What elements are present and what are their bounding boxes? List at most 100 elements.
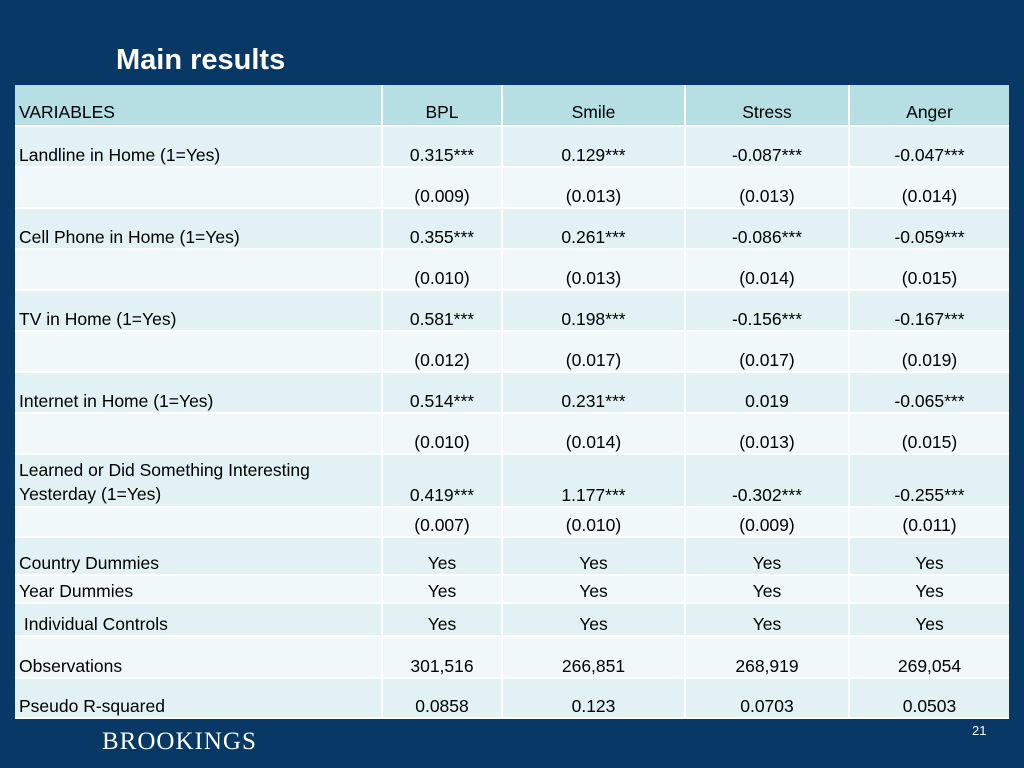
cell-stress: Yes xyxy=(686,576,850,604)
cell-bpl: (0.010) xyxy=(383,414,503,455)
header-row: VARIABLES BPL Smile Stress Anger xyxy=(15,85,1009,127)
cell-bpl: 0.514*** xyxy=(383,373,503,414)
cell-smile: Yes xyxy=(503,538,686,576)
header-bpl: BPL xyxy=(383,85,503,127)
cell-smile: 0.198*** xyxy=(503,291,686,332)
cell-smile: (0.017) xyxy=(503,332,686,373)
header-anger: Anger xyxy=(850,85,1009,127)
row-label: TV in Home (1=Yes) xyxy=(15,291,383,332)
cell-smile: Yes xyxy=(503,576,686,604)
cell-stress: -0.087*** xyxy=(686,127,850,168)
cell-smile: (0.013) xyxy=(503,250,686,291)
row-label xyxy=(15,332,383,373)
table-row: Landline in Home (1=Yes) 0.315*** 0.129*… xyxy=(15,127,1009,168)
row-label xyxy=(15,250,383,291)
cell-bpl: (0.009) xyxy=(383,168,503,209)
cell-anger: Yes xyxy=(850,538,1009,576)
cell-anger: -0.167*** xyxy=(850,291,1009,332)
cell-smile: 1.177*** xyxy=(503,455,686,508)
cell-stress: -0.302*** xyxy=(686,455,850,508)
row-label xyxy=(15,168,383,209)
table-row: (0.012) (0.017) (0.017) (0.019) xyxy=(15,332,1009,373)
cell-anger: (0.011) xyxy=(850,508,1009,538)
cell-stress: 0.019 xyxy=(686,373,850,414)
header-smile: Smile xyxy=(503,85,686,127)
cell-bpl: (0.012) xyxy=(383,332,503,373)
row-label: Cell Phone in Home (1=Yes) xyxy=(15,209,383,250)
cell-anger: -0.065*** xyxy=(850,373,1009,414)
cell-bpl: (0.007) xyxy=(383,508,503,538)
cell-smile: 0.123 xyxy=(503,679,686,719)
cell-stress: 0.0703 xyxy=(686,679,850,719)
table-row: Observations 301,516 266,851 268,919 269… xyxy=(15,637,1009,679)
cell-anger: 0.0503 xyxy=(850,679,1009,719)
cell-smile: 266,851 xyxy=(503,637,686,679)
row-label xyxy=(15,414,383,455)
cell-anger: (0.015) xyxy=(850,250,1009,291)
cell-smile: (0.013) xyxy=(503,168,686,209)
table-row: (0.009) (0.013) (0.013) (0.014) xyxy=(15,168,1009,209)
row-label xyxy=(15,508,383,538)
cell-bpl: Yes xyxy=(383,604,503,637)
page-number: 21 xyxy=(972,723,987,738)
row-label: Country Dummies xyxy=(15,538,383,576)
cell-smile: 0.261*** xyxy=(503,209,686,250)
header-variables: VARIABLES xyxy=(15,85,383,127)
table-row: Year Dummies Yes Yes Yes Yes xyxy=(15,576,1009,604)
table-row: Internet in Home (1=Yes) 0.514*** 0.231*… xyxy=(15,373,1009,414)
cell-smile: 0.129*** xyxy=(503,127,686,168)
cell-stress: Yes xyxy=(686,604,850,637)
cell-bpl: Yes xyxy=(383,538,503,576)
cell-stress: (0.009) xyxy=(686,508,850,538)
cell-anger: (0.014) xyxy=(850,168,1009,209)
cell-bpl: 0.355*** xyxy=(383,209,503,250)
header-stress: Stress xyxy=(686,85,850,127)
cell-anger: -0.255*** xyxy=(850,455,1009,508)
table-row: Country Dummies Yes Yes Yes Yes xyxy=(15,538,1009,576)
row-label: Year Dummies xyxy=(15,576,383,604)
table-row: (0.010) (0.013) (0.014) (0.015) xyxy=(15,250,1009,291)
table-row: Learned or Did Something Interesting Yes… xyxy=(15,455,1009,508)
cell-smile: Yes xyxy=(503,604,686,637)
table-row: TV in Home (1=Yes) 0.581*** 0.198*** -0.… xyxy=(15,291,1009,332)
cell-bpl: Yes xyxy=(383,576,503,604)
table-row: Cell Phone in Home (1=Yes) 0.355*** 0.26… xyxy=(15,209,1009,250)
cell-anger: (0.015) xyxy=(850,414,1009,455)
cell-stress: (0.014) xyxy=(686,250,850,291)
table-row: (0.007) (0.010) (0.009) (0.011) xyxy=(15,508,1009,538)
row-label: Landline in Home (1=Yes) xyxy=(15,127,383,168)
row-label: Internet in Home (1=Yes) xyxy=(15,373,383,414)
cell-anger: -0.047*** xyxy=(850,127,1009,168)
cell-smile: 0.231*** xyxy=(503,373,686,414)
cell-smile: (0.014) xyxy=(503,414,686,455)
cell-bpl: 0.419*** xyxy=(383,455,503,508)
cell-stress: (0.013) xyxy=(686,168,850,209)
cell-anger: -0.059*** xyxy=(850,209,1009,250)
cell-anger: 269,054 xyxy=(850,637,1009,679)
table-row: (0.010) (0.014) (0.013) (0.015) xyxy=(15,414,1009,455)
cell-stress: (0.013) xyxy=(686,414,850,455)
brookings-logo: BROOKINGS xyxy=(102,728,257,755)
cell-stress: -0.086*** xyxy=(686,209,850,250)
row-label: Learned or Did Something Interesting Yes… xyxy=(15,455,383,508)
cell-bpl: 301,516 xyxy=(383,637,503,679)
cell-smile: (0.010) xyxy=(503,508,686,538)
cell-stress: Yes xyxy=(686,538,850,576)
cell-stress: (0.017) xyxy=(686,332,850,373)
cell-bpl: (0.010) xyxy=(383,250,503,291)
cell-anger: Yes xyxy=(850,576,1009,604)
row-label: Pseudo R-squared xyxy=(15,679,383,719)
cell-anger: (0.019) xyxy=(850,332,1009,373)
row-label: Individual Controls xyxy=(15,604,383,637)
cell-stress: -0.156*** xyxy=(686,291,850,332)
cell-bpl: 0.581*** xyxy=(383,291,503,332)
table-row: Individual Controls Yes Yes Yes Yes xyxy=(15,604,1009,637)
table-row: Pseudo R-squared 0.0858 0.123 0.0703 0.0… xyxy=(15,679,1009,719)
cell-anger: Yes xyxy=(850,604,1009,637)
cell-bpl: 0.315*** xyxy=(383,127,503,168)
cell-bpl: 0.0858 xyxy=(383,679,503,719)
row-label: Observations xyxy=(15,637,383,679)
slide-title: Main results xyxy=(116,44,286,76)
results-table: VARIABLES BPL Smile Stress Anger Landlin… xyxy=(15,85,1009,719)
cell-stress: 268,919 xyxy=(686,637,850,679)
